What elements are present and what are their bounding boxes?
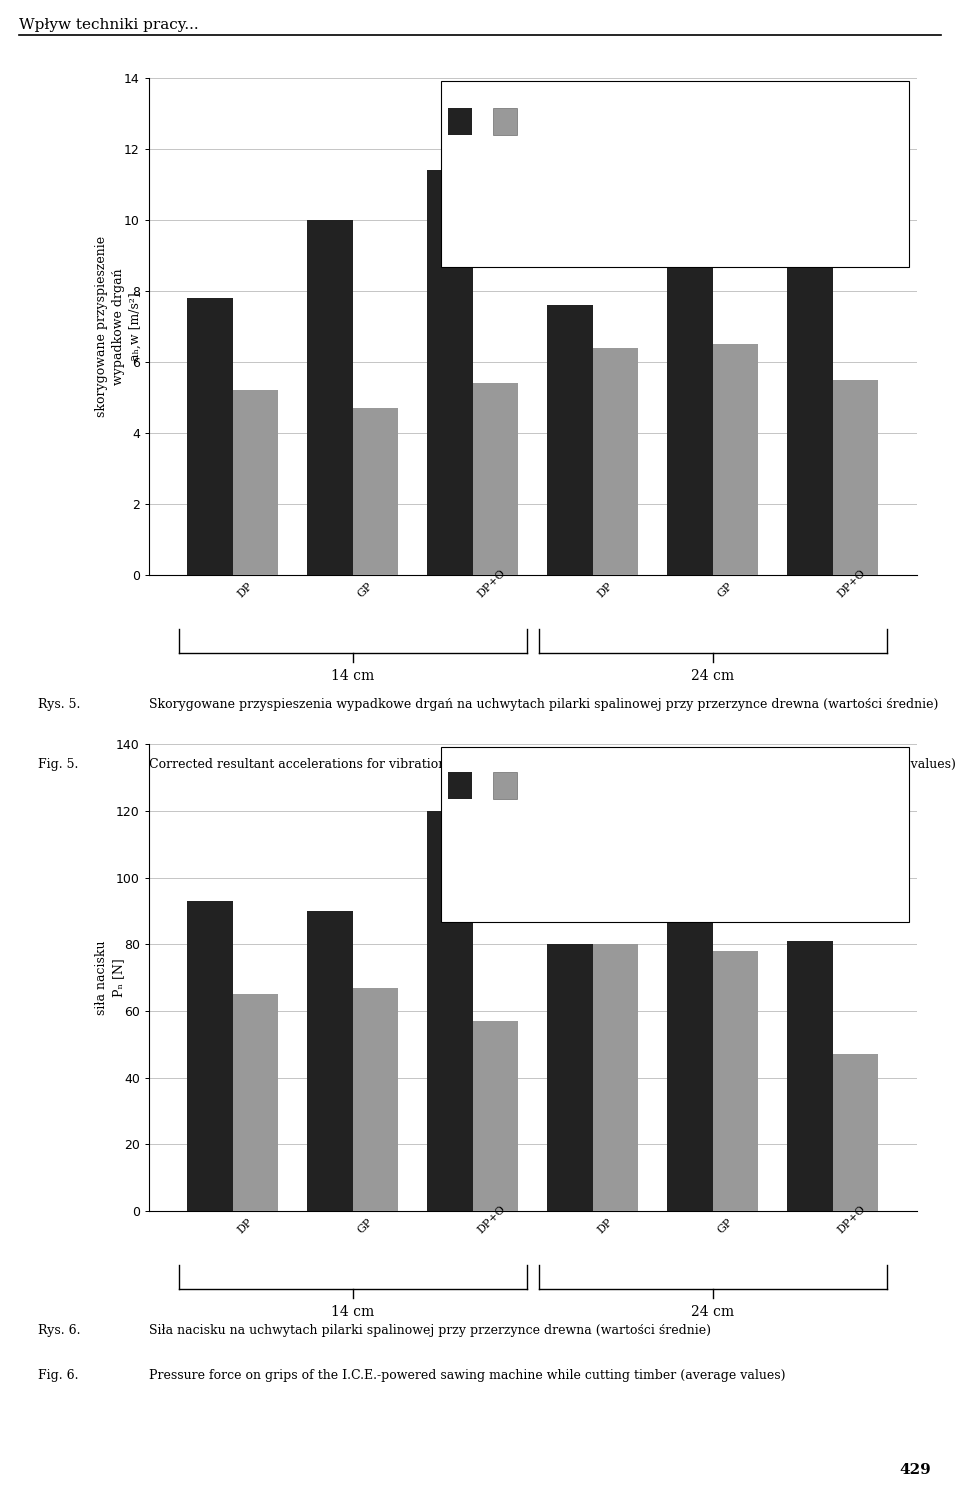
Text: prowadnicy z ostrogą: prowadnicy z ostrogą [540,230,653,239]
Text: GP – górna strona prowadnicy: GP – górna strona prowadnicy [540,803,712,812]
Text: 24 cm: 24 cm [691,1305,734,1319]
Bar [472,384,518,575]
Text: DP: DP [595,1217,614,1236]
Bar [667,911,712,1211]
Bar [547,305,593,575]
Text: GP: GP [356,1217,374,1236]
Text: prowadnicy z ostroga: prowadnicy z ostroga [540,887,653,896]
Text: UP: UP [477,116,496,128]
Text: Siła nacisku na uchwytach pilarki spalinowej przy przerzynce drewna (wartości śr: Siła nacisku na uchwytach pilarki spalin… [149,1324,710,1337]
Text: DP+O: DP+O [476,1205,508,1236]
Text: Rys. 6.: Rys. 6. [38,1324,81,1337]
Bar [427,811,472,1211]
Bar [787,942,832,1211]
Bar [427,170,472,575]
Bar [233,994,278,1211]
Bar [233,390,278,575]
Bar [187,901,233,1211]
Text: 429: 429 [900,1463,931,1477]
Bar [832,379,878,575]
Bar [353,988,398,1211]
Text: UT: UT [522,116,541,128]
Text: DP – dolna strona prowadnicy: DP – dolna strona prowadnicy [540,761,711,770]
Text: 24 cm: 24 cm [691,669,734,683]
Y-axis label: skorygowane przyspieszenie
wypadkowe drgań
aₕ,ᴡ [m/s²]: skorygowane przyspieszenie wypadkowe drg… [95,236,142,417]
Bar [712,344,758,575]
Bar [307,911,353,1211]
Bar [472,1021,518,1211]
Text: GP – górna strona prowadnicy: GP – górna strona prowadnicy [540,140,712,150]
Text: DP – dolna strona prowadnicy: DP – dolna strona prowadnicy [540,96,711,105]
Text: Corrected resultant accelerations for vibrations on I.C.E.-powered sawing machin: Corrected resultant accelerations for vi… [149,758,955,772]
Text: Skorygowane przyspieszenia wypadkowe drgań na uchwytach pilarki spalinowej przy : Skorygowane przyspieszenia wypadkowe drg… [149,698,938,711]
Text: GP: GP [716,581,734,600]
Bar [592,347,638,575]
Text: 14 cm: 14 cm [331,669,374,683]
Text: DP+O – dolna strona: DP+O – dolna strona [540,845,660,854]
Text: GP: GP [356,581,374,600]
Bar [307,220,353,575]
Bar [667,256,712,575]
Text: Fig. 5.: Fig. 5. [38,758,79,772]
Bar [187,298,233,575]
Text: Wpływ techniki pracy...: Wpływ techniki pracy... [19,18,199,32]
Text: UP: UP [477,779,496,791]
Text: Fig. 6.: Fig. 6. [38,1369,79,1382]
Text: DP+O: DP+O [835,569,868,600]
Bar [832,1054,878,1211]
Text: Pressure force on grips of the I.C.E.-powered sawing machine while cutting timbe: Pressure force on grips of the I.C.E.-po… [149,1369,785,1382]
Y-axis label: siła nacisku
Pₙ [N]: siła nacisku Pₙ [N] [95,940,126,1015]
Text: DP+O – dolna strona: DP+O – dolna strona [540,185,660,194]
Text: DP: DP [236,1217,254,1236]
Text: 14 cm: 14 cm [331,1305,374,1319]
Text: DP+O: DP+O [476,569,508,600]
Bar [712,951,758,1211]
Text: DP: DP [236,581,254,600]
Text: DP: DP [595,581,614,600]
Text: DP+O: DP+O [835,1205,868,1236]
Bar [547,945,593,1211]
Text: GP: GP [716,1217,734,1236]
Bar [592,945,638,1211]
Text: Rys. 5.: Rys. 5. [38,698,81,711]
Bar [353,408,398,575]
Text: UT: UT [522,779,541,791]
Bar [787,238,832,575]
